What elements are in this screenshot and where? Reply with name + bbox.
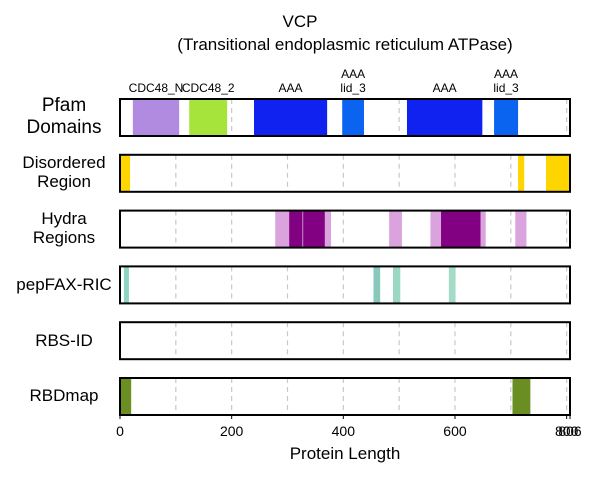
- track-label: Hydra Regions: [32, 208, 96, 248]
- segment: [289, 210, 303, 248]
- segment: [373, 266, 381, 304]
- segment: [448, 266, 456, 304]
- domain-label: CDC48_N: [128, 80, 184, 95]
- track-frame: [119, 98, 571, 137]
- segment: [389, 210, 402, 248]
- segment: [406, 99, 483, 136]
- track-label: Disordered Region: [22, 152, 106, 192]
- track-frame: [119, 265, 571, 305]
- segment: [123, 266, 129, 304]
- segment: [303, 210, 325, 248]
- segment: [480, 210, 486, 248]
- segment: [441, 210, 481, 248]
- track-frame: [119, 321, 571, 361]
- segment: [393, 266, 401, 304]
- segment: [120, 154, 131, 192]
- domain-label: AAA: [278, 80, 303, 95]
- track-label: RBS-ID: [35, 330, 93, 350]
- segment: [253, 99, 328, 136]
- segment: [324, 210, 332, 248]
- track-label: pepFAX-RIC: [16, 274, 112, 294]
- segment: [342, 99, 364, 136]
- domain-label: AAA lid_3: [493, 67, 519, 95]
- track-label: RBDmap: [29, 386, 99, 406]
- segment: [120, 378, 132, 415]
- segment: [430, 210, 442, 248]
- segment: [545, 154, 570, 192]
- segment: [515, 210, 527, 248]
- x-tick-label: 806: [558, 423, 582, 439]
- segment: [132, 99, 180, 136]
- track-frame: [119, 153, 571, 193]
- segment: [512, 378, 531, 415]
- domain-label: AAA lid_3: [340, 67, 366, 95]
- segment: [494, 99, 519, 136]
- x-tick-label: 600: [443, 423, 467, 439]
- domain-label: CDC48_2: [181, 80, 235, 95]
- x-tick-label: 800: [554, 423, 579, 439]
- track-frame: [119, 209, 571, 249]
- chart-subtitle: (Transitional endoplasmic reticulum ATPa…: [177, 35, 513, 54]
- track-frame: [119, 377, 571, 416]
- segment: [189, 99, 228, 136]
- x-tick-label: 200: [219, 423, 244, 439]
- x-axis-label: Protein Length: [289, 444, 401, 463]
- segment: [518, 154, 525, 192]
- chart-title: VCP: [282, 12, 318, 31]
- segment: [275, 210, 290, 248]
- x-tick-label: 400: [331, 423, 355, 439]
- track-label: Pfam Domains: [26, 94, 102, 138]
- x-tick-label: 0: [116, 423, 124, 439]
- domain-label: AAA: [432, 80, 457, 95]
